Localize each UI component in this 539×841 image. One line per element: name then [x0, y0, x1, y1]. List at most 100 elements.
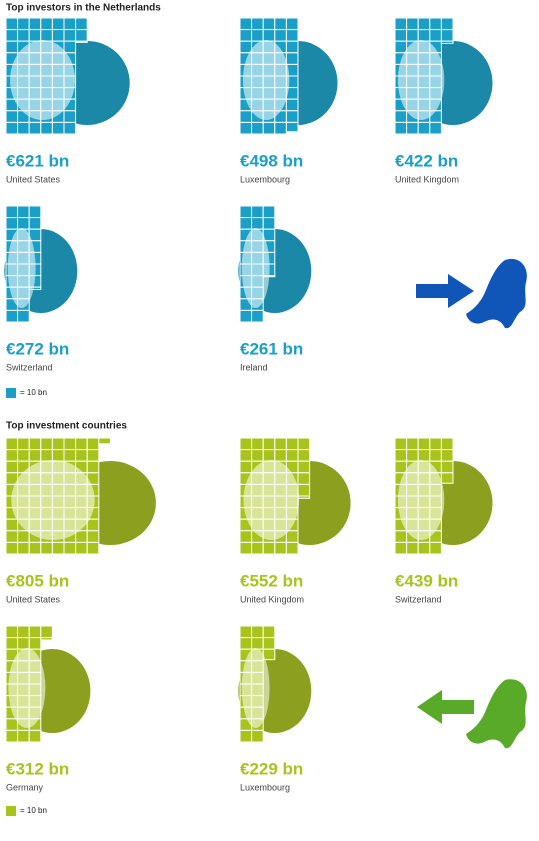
unit-square	[63, 40, 77, 54]
unit-square	[239, 309, 253, 323]
unit-square	[239, 17, 253, 31]
unit-square	[417, 121, 431, 135]
unit-square	[285, 17, 299, 31]
unit-square	[17, 437, 30, 451]
unit-square	[86, 449, 100, 462]
value-label: €805 bn	[6, 571, 69, 590]
unit-square	[274, 121, 287, 135]
unit-square	[28, 217, 42, 230]
unit-square	[297, 460, 311, 474]
unit-square	[75, 541, 88, 555]
pictogram	[239, 17, 338, 135]
unit-square	[63, 541, 77, 555]
unit-square	[297, 483, 311, 497]
unit-square	[251, 309, 264, 323]
pictogram	[5, 17, 130, 135]
unit-square	[251, 205, 264, 219]
value-label: €261 bn	[240, 339, 303, 358]
unit-square	[394, 541, 408, 555]
unit-square	[417, 437, 431, 451]
unit-square	[86, 530, 100, 543]
unit-square	[75, 437, 88, 451]
unit-square	[262, 205, 276, 219]
unit-square	[239, 29, 253, 42]
legend-square	[6, 388, 16, 398]
unit-square	[17, 449, 30, 462]
unit-square	[5, 110, 19, 123]
unit-square	[251, 217, 264, 230]
unit-square	[17, 205, 30, 219]
country-label: United States	[6, 594, 61, 604]
unit-square	[429, 437, 442, 451]
unit-square	[5, 449, 19, 462]
unit-square	[17, 29, 30, 42]
unit-square	[394, 460, 408, 474]
unit-square	[239, 637, 253, 650]
unit-square	[40, 625, 53, 639]
unit-square	[5, 121, 19, 135]
unit-square	[63, 110, 77, 123]
unit-square	[440, 29, 454, 42]
country-outline	[397, 460, 445, 540]
unit-square	[285, 530, 299, 543]
unit-square	[28, 541, 42, 555]
unit-square	[429, 449, 442, 462]
unit-square	[86, 541, 100, 555]
unit-square	[75, 29, 88, 42]
value-label: €498 bn	[240, 151, 303, 170]
country-label: Germany	[6, 782, 44, 792]
unit-square	[285, 449, 299, 462]
unit-square	[5, 40, 19, 54]
unit-square	[394, 40, 408, 54]
unit-square	[40, 17, 53, 31]
unit-square	[5, 518, 19, 532]
unit-square	[285, 40, 299, 54]
unit-square	[239, 729, 253, 743]
unit-square	[285, 98, 299, 112]
unit-square	[28, 121, 42, 135]
country-label: Switzerland	[6, 362, 53, 372]
unit-square	[262, 625, 276, 639]
unit-square	[239, 460, 253, 474]
unit-square	[86, 460, 100, 474]
country-outline	[10, 40, 76, 120]
legend-label: = 10 bn	[20, 806, 47, 815]
unit-square	[274, 29, 287, 42]
unit-square	[251, 437, 264, 451]
unit-square	[262, 17, 276, 31]
unit-square	[86, 437, 100, 451]
unit-square	[417, 449, 431, 462]
unit-square	[394, 17, 408, 31]
country-outline	[243, 460, 300, 540]
unit-square	[40, 541, 53, 555]
unit-square	[251, 17, 264, 31]
pictogram	[239, 437, 351, 555]
country-label: Luxembourg	[240, 782, 290, 792]
pictogram	[4, 205, 78, 323]
unit-square	[394, 437, 408, 451]
unit-square	[239, 40, 253, 54]
unit-square	[5, 17, 19, 31]
unit-square	[251, 449, 264, 462]
unit-square	[17, 637, 30, 650]
unit-square	[51, 449, 65, 462]
unit-square	[5, 718, 19, 731]
unit-square	[51, 437, 65, 451]
country-outline	[242, 40, 290, 120]
value-label: €312 bn	[6, 759, 69, 778]
unit-square	[406, 541, 419, 555]
unit-square	[297, 472, 311, 485]
value-label: €229 bn	[240, 759, 303, 778]
unit-square	[40, 449, 53, 462]
unit-square	[28, 729, 42, 743]
unit-square	[262, 541, 276, 555]
unit-square	[274, 17, 287, 31]
unit-square	[75, 530, 88, 543]
value-label: €422 bn	[395, 151, 458, 170]
unit-square	[440, 17, 454, 31]
unit-square	[40, 637, 53, 641]
unit-square	[394, 449, 408, 462]
unit-square	[17, 217, 30, 230]
country-outline	[11, 460, 95, 540]
unit-square	[5, 625, 19, 639]
